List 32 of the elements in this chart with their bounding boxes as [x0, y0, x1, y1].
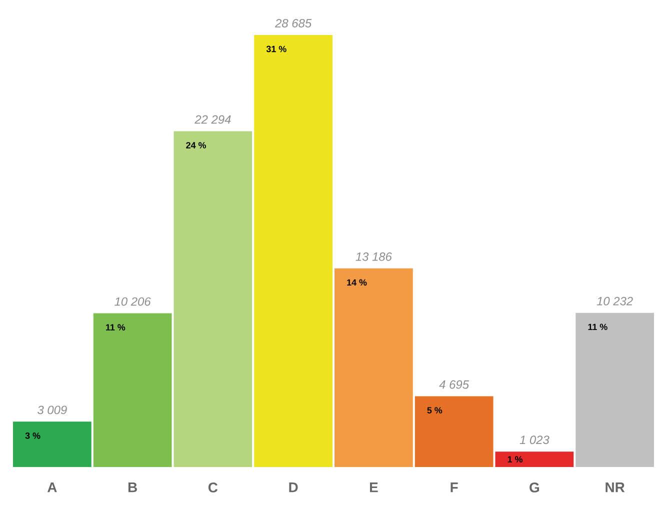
annotation: 5 %: [427, 407, 442, 414]
bar: [576, 312, 654, 467]
data-label: 10 232: [596, 296, 633, 306]
annotation: 3 %: [25, 432, 40, 439]
x-tick-label: D: [289, 482, 298, 492]
x-tick-label: A: [47, 482, 57, 492]
bar: [334, 268, 413, 467]
x-tick-label: F: [450, 482, 458, 492]
annotation: 11 %: [106, 324, 126, 330]
data-label: 28 685: [274, 19, 312, 28]
bar: [495, 452, 574, 467]
x-tick-label: B: [128, 482, 137, 492]
bar: [13, 422, 92, 467]
x-tick-label: E: [370, 482, 378, 492]
bar: [414, 396, 494, 467]
x-tick-label: G: [530, 482, 540, 492]
data-label: 22 294: [194, 115, 231, 124]
bar: [174, 131, 252, 467]
annotation: 31 %: [266, 46, 286, 52]
data-label: 3 009: [38, 406, 67, 414]
data-label: 13 186: [356, 252, 392, 261]
annotation: 24 %: [186, 142, 206, 148]
bar: [93, 313, 172, 467]
annotation: 1 %: [508, 456, 523, 462]
data-label: 4 695: [439, 380, 470, 389]
x-tick-label: C: [208, 482, 218, 492]
data-label: 1 023: [520, 436, 550, 444]
bar: [254, 34, 332, 467]
annotation: 11 %: [588, 324, 608, 330]
x-tick-label: NR: [606, 482, 625, 492]
annotation: 14 %: [347, 279, 367, 286]
data-label: 10 206: [114, 297, 151, 306]
